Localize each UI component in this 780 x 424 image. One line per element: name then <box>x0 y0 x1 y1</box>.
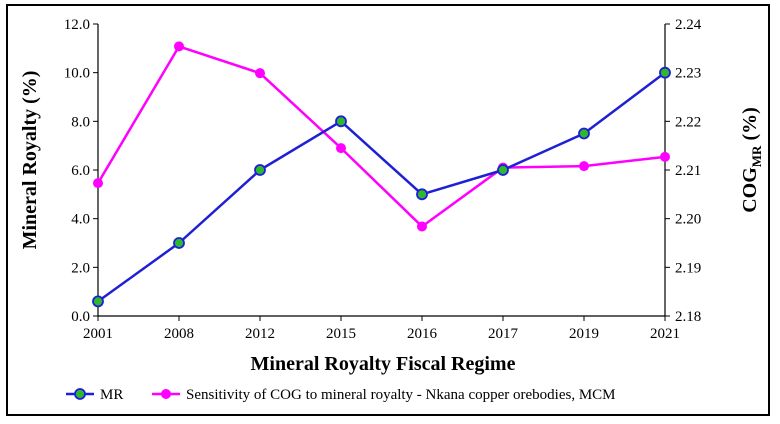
mr-series-line <box>97 71 666 303</box>
left-y-tick-label: 6.0 <box>71 163 90 179</box>
chart-frame <box>6 4 770 416</box>
mr-data-point <box>92 295 104 308</box>
mr-data-point <box>578 127 590 140</box>
legend-mr-label: MR <box>100 387 123 403</box>
cog-data-point <box>255 68 265 79</box>
left-y-tick-label: 2.0 <box>71 260 90 276</box>
x-tick-label: 2021 <box>650 326 680 342</box>
right-y-tick-label: 2.23 <box>675 66 701 82</box>
cog-data-point <box>579 161 589 172</box>
series-layer <box>92 41 671 308</box>
cog-data-point <box>417 221 427 232</box>
cog-data-point <box>93 178 103 189</box>
x-axis-title: Mineral Royalty Fiscal Regime <box>251 353 516 375</box>
left-y-ticks: 0.0 2.0 4.0 6.0 8.0 10.0 12.0 <box>64 17 98 325</box>
mr-data-point <box>254 164 266 176</box>
x-ticks: 2001 2008 2012 2015 2016 2017 2019 2021 <box>83 316 680 342</box>
x-tick-label: 2012 <box>245 326 275 342</box>
left-y-tick-label: 0.0 <box>71 309 90 325</box>
legend-mr-marker <box>74 388 86 400</box>
x-tick-label: 2008 <box>164 326 194 342</box>
right-y-tick-label: 2.24 <box>675 17 702 33</box>
left-y-tick-label: 10.0 <box>64 66 90 82</box>
mr-data-point <box>335 115 347 128</box>
right-y-axis-title-main: COG <box>739 167 761 213</box>
cog-data-point <box>660 151 670 162</box>
x-tick-label: 2015 <box>326 326 356 342</box>
right-y-tick-label: 2.22 <box>675 114 701 130</box>
legend: MR Sensitivity of COG to mineral royalty… <box>66 387 616 403</box>
x-tick-label: 2016 <box>407 326 438 342</box>
mr-data-point <box>416 188 428 201</box>
cog-series-line <box>96 45 666 228</box>
right-y-tick-label: 2.21 <box>675 163 701 179</box>
legend-cog-marker <box>161 389 171 399</box>
cog-data-point <box>336 143 346 154</box>
mr-data-point <box>497 164 509 176</box>
right-y-tick-label: 2.20 <box>675 212 701 228</box>
mr-data-point <box>173 237 185 249</box>
right-y-axis-title-subscript: MR <box>749 145 764 167</box>
mr-data-point <box>659 66 671 79</box>
left-y-tick-label: 12.0 <box>64 17 90 33</box>
left-y-tick-label: 4.0 <box>71 212 90 228</box>
x-tick-label: 2001 <box>83 326 113 342</box>
x-tick-label: 2017 <box>488 326 519 342</box>
right-y-ticks: 2.18 2.19 2.20 2.21 2.22 2.23 2.24 <box>665 17 702 325</box>
right-y-tick-label: 2.19 <box>675 260 701 276</box>
left-y-axis-title: Mineral Royalty (%) <box>19 71 41 250</box>
cog-data-point <box>174 41 184 52</box>
left-y-tick-label: 8.0 <box>71 114 90 130</box>
legend-cog-label: Sensitivity of COG to mineral royalty - … <box>186 387 616 403</box>
right-y-tick-label: 2.18 <box>675 309 701 325</box>
right-y-axis-title-suffix: (%) <box>739 107 761 145</box>
x-tick-label: 2019 <box>569 326 599 342</box>
right-y-axis-title: COGMR (%) <box>739 107 764 213</box>
